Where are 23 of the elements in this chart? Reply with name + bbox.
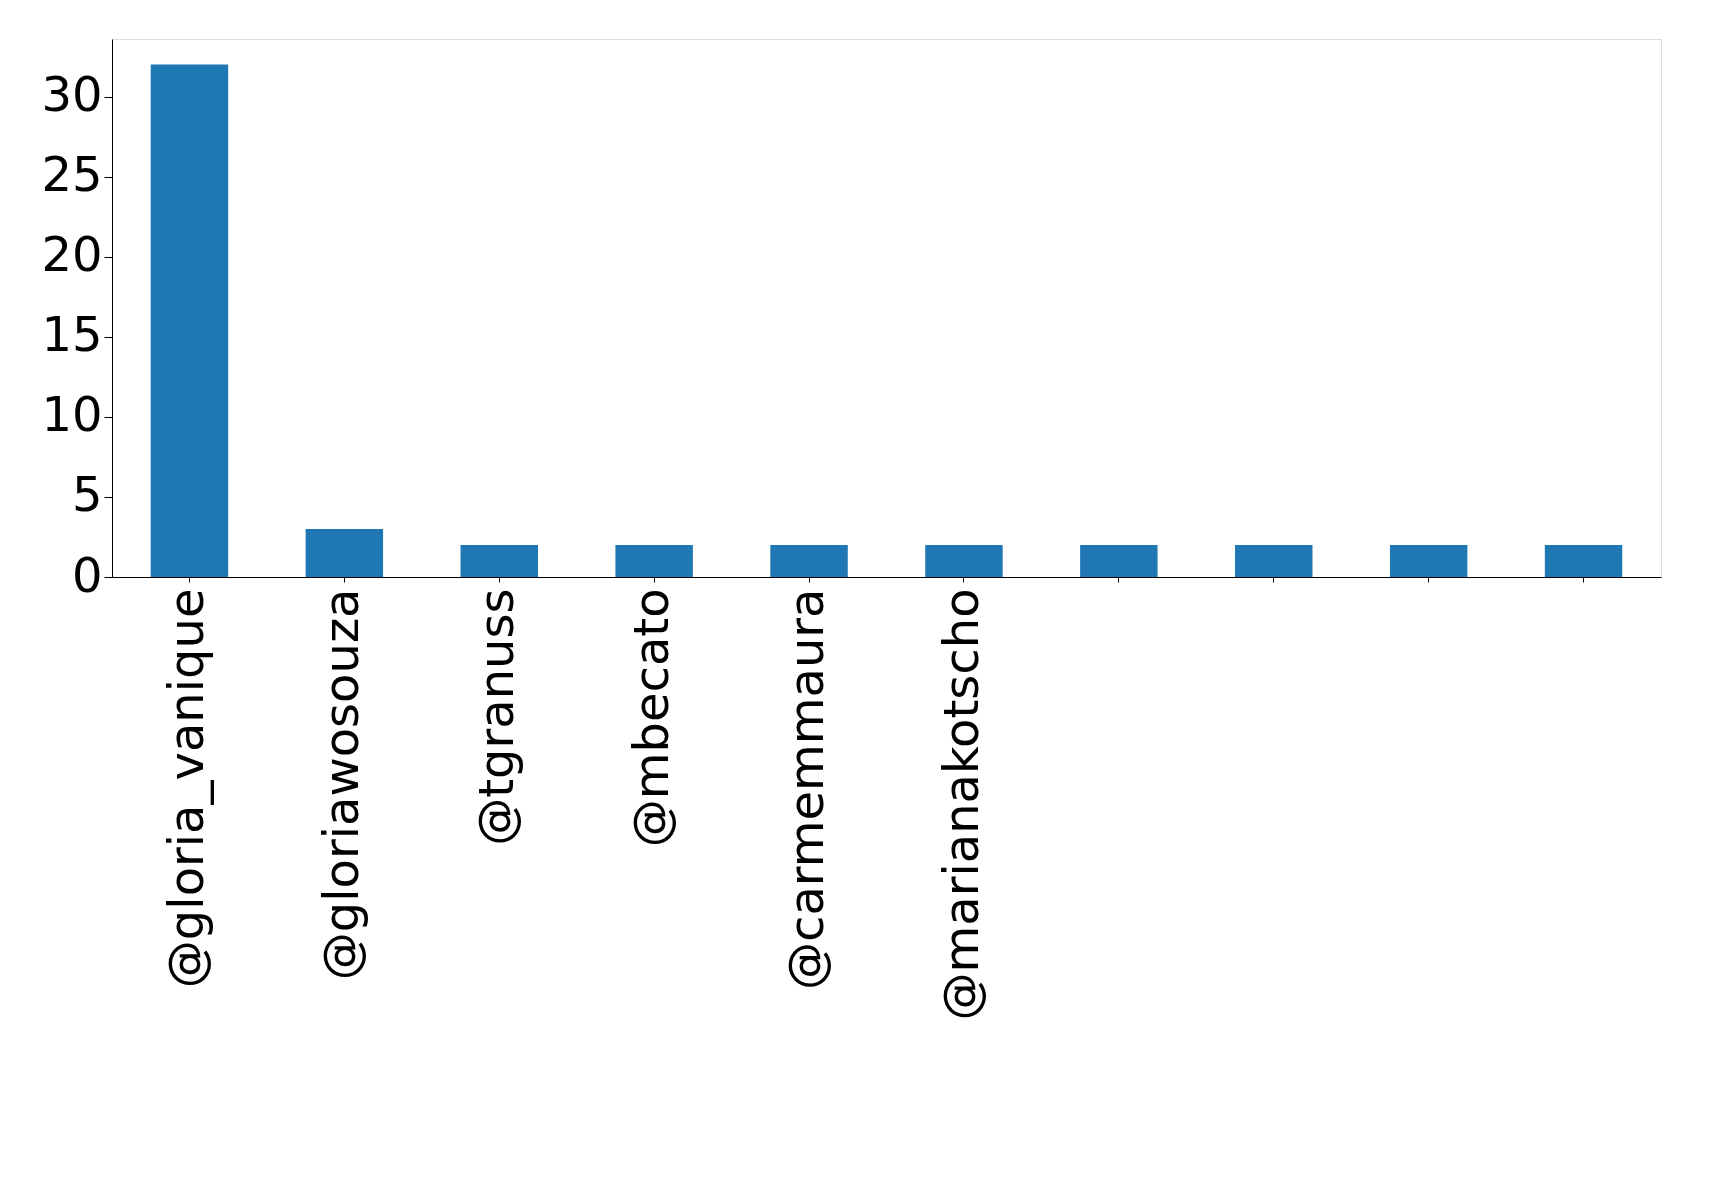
bar [615,544,693,577]
y-tick-label: 10 [41,386,103,443]
x-tick-label: @gloria_vanique [158,588,215,989]
y-tick-label: 5 [71,466,103,523]
bar [1544,544,1623,577]
y-tick-label: 15 [41,306,103,363]
y-tick-label: 30 [41,66,103,123]
bar [460,544,538,577]
bar [150,64,229,577]
x-tick-label: @mbecato [623,588,680,848]
y-tick-label: 0 [71,546,103,603]
x-tick-label: @gloriawosouza [313,588,370,981]
x-tick-label: @marianakotscho [932,588,989,1021]
y-tick-label: 20 [41,226,103,283]
bar [305,528,384,577]
x-tick-label: @tgranuss [468,588,525,846]
bar [770,544,848,577]
bar [1080,544,1158,577]
y-tick-label: 25 [41,146,103,203]
x-tick-label: @carmemmaura [778,588,835,990]
bar [925,544,1003,577]
bar [1389,544,1468,577]
bar [1235,544,1313,577]
